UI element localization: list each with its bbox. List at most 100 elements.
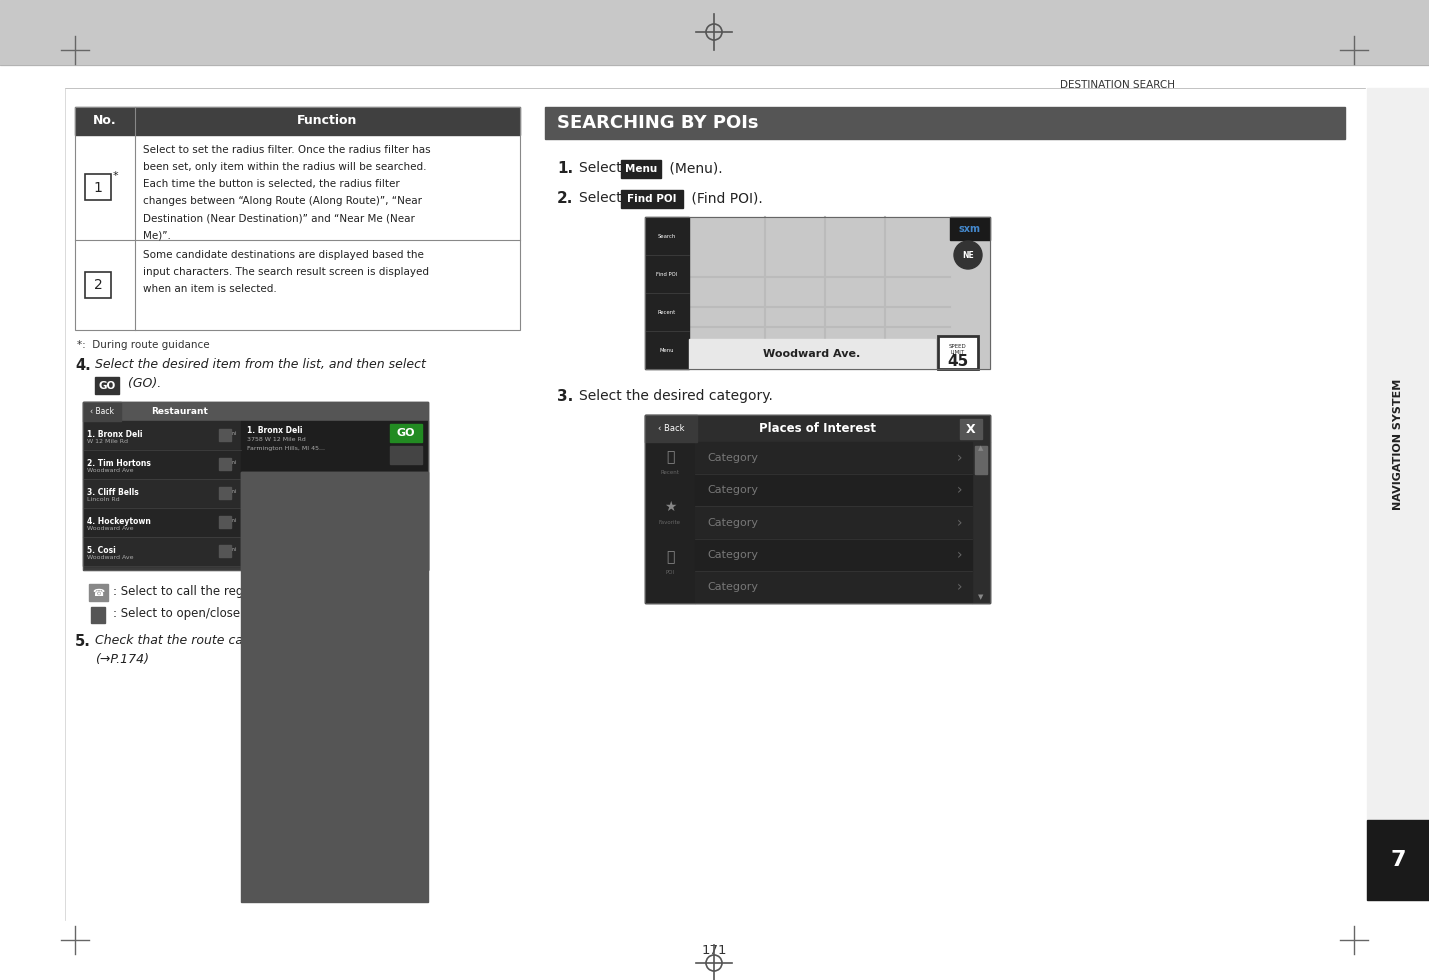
Bar	[644, 415, 990, 603]
Text: 1. Bronx Deli: 1. Bronx Deli	[247, 426, 303, 435]
Text: changes between “Along Route (Along Route)”, “Near: changes between “Along Route (Along Rout…	[143, 196, 422, 206]
Text: Category: Category	[707, 550, 757, 560]
Bar	[390, 446, 422, 464]
Bar	[94, 377, 119, 394]
Text: 2. Tim Hortons: 2. Tim Hortons	[87, 459, 151, 468]
Text: 3758 W 12 Mile Rd: 3758 W 12 Mile Rd	[247, 437, 306, 442]
Bar	[219, 516, 231, 528]
Bar	[694, 507, 972, 539]
Text: SPEED
LIMIT: SPEED LIMIT	[949, 344, 967, 355]
Text: X: X	[966, 422, 976, 435]
Text: Check that the route calculation screen is displayed.: Check that the route calculation screen …	[94, 634, 424, 647]
Bar	[694, 474, 972, 507]
Bar	[644, 217, 990, 369]
Text: ☎: ☎	[93, 587, 104, 598]
Text: Category: Category	[707, 582, 757, 592]
Bar	[622, 160, 662, 178]
Text: Places of Interest: Places of Interest	[759, 422, 876, 435]
Bar	[1368, 820, 1429, 900]
Text: Find POI: Find POI	[627, 194, 677, 204]
Text: Select the desired category.: Select the desired category.	[579, 389, 773, 403]
Text: Woodward Ave.: Woodward Ave.	[763, 349, 860, 359]
Text: Woodward Ave: Woodward Ave	[87, 555, 133, 560]
Bar	[83, 421, 242, 450]
Text: 3.: 3.	[557, 389, 573, 404]
Text: : Select to call the registered phone number.: : Select to call the registered phone nu…	[113, 585, 377, 598]
Text: GO: GO	[397, 428, 416, 438]
Bar	[83, 402, 429, 570]
Bar	[644, 415, 697, 442]
Text: ›: ›	[957, 548, 963, 562]
Text: Category: Category	[707, 453, 757, 464]
Text: 7: 7	[1390, 850, 1406, 870]
Text: when an item is selected.: when an item is selected.	[143, 284, 277, 294]
Text: Category: Category	[707, 517, 757, 527]
Text: Select to set the radius filter. Once the radius filter has: Select to set the radius filter. Once th…	[143, 145, 430, 155]
Bar	[89, 584, 109, 601]
Text: Recent: Recent	[660, 469, 679, 474]
Bar	[84, 272, 111, 298]
Text: ›: ›	[957, 451, 963, 465]
Bar	[219, 429, 231, 441]
Bar	[1368, 88, 1429, 900]
Text: 3. Cliff Bells: 3. Cliff Bells	[87, 488, 139, 497]
Text: Find POI: Find POI	[656, 271, 677, 276]
Text: (Menu).: (Menu).	[664, 161, 723, 175]
Text: ★: ★	[663, 500, 676, 514]
Text: ▲: ▲	[979, 445, 983, 451]
Text: ‹ Back: ‹ Back	[657, 424, 684, 433]
Bar	[83, 402, 121, 421]
Bar	[83, 537, 242, 566]
Text: ›: ›	[957, 515, 963, 529]
Text: Some candidate destinations are displayed based the: Some candidate destinations are displaye…	[143, 250, 424, 260]
Bar	[960, 419, 982, 439]
Bar	[219, 545, 231, 557]
Text: Menu: Menu	[660, 348, 674, 353]
Bar	[694, 442, 972, 474]
Text: 45: 45	[947, 354, 969, 369]
Text: *:  During route guidance: *: During route guidance	[77, 340, 210, 350]
Text: Woodward Ave: Woodward Ave	[87, 468, 133, 473]
Bar	[937, 336, 977, 369]
Text: NAVIGATION SYSTEM: NAVIGATION SYSTEM	[1393, 378, 1403, 510]
Text: input characters. The search result screen is displayed: input characters. The search result scre…	[143, 267, 429, 277]
Text: Restaurant: Restaurant	[151, 407, 209, 416]
Bar	[83, 450, 242, 479]
Text: W 12 Mile Rd: W 12 Mile Rd	[87, 439, 129, 444]
Text: Menu: Menu	[624, 164, 657, 174]
Bar	[644, 442, 694, 603]
Text: Select: Select	[579, 191, 626, 205]
Bar	[544, 107, 1345, 139]
Text: DESTINATION SEARCH: DESTINATION SEARCH	[1060, 80, 1175, 90]
Bar	[83, 508, 242, 537]
Text: GO: GO	[99, 380, 116, 390]
Bar	[84, 174, 111, 201]
Text: 1.4 mi: 1.4 mi	[220, 488, 237, 494]
Bar	[694, 570, 972, 603]
Text: (GO).: (GO).	[124, 377, 161, 390]
Bar	[644, 415, 990, 603]
Bar	[937, 336, 977, 369]
Text: ▼: ▼	[979, 594, 983, 600]
Bar	[91, 607, 104, 623]
Bar	[644, 217, 990, 369]
Text: 5.: 5.	[74, 634, 91, 649]
Bar	[74, 107, 520, 135]
Text: been set, only item within the radius will be searched.: been set, only item within the radius wi…	[143, 162, 426, 172]
Text: Function: Function	[297, 115, 357, 127]
Text: POI: POI	[666, 569, 674, 574]
Text: Recent: Recent	[657, 310, 676, 315]
Bar	[950, 217, 990, 240]
Text: 0.5 mi: 0.5 mi	[220, 430, 237, 435]
Text: *: *	[113, 172, 117, 181]
Text: SEARCHING BY POIs: SEARCHING BY POIs	[557, 114, 759, 132]
Text: 2.3 mi: 2.3 mi	[220, 517, 237, 522]
Text: Category: Category	[707, 485, 757, 495]
Text: : Select to open/close the list.: : Select to open/close the list.	[113, 607, 289, 620]
Text: 5. Cosi: 5. Cosi	[87, 546, 116, 555]
Text: 1.1 mi: 1.1 mi	[220, 547, 237, 552]
Text: Search: Search	[657, 233, 676, 238]
Text: sxm: sxm	[959, 223, 980, 233]
Bar	[0, 0, 1429, 65]
Text: No.: No.	[93, 115, 117, 127]
